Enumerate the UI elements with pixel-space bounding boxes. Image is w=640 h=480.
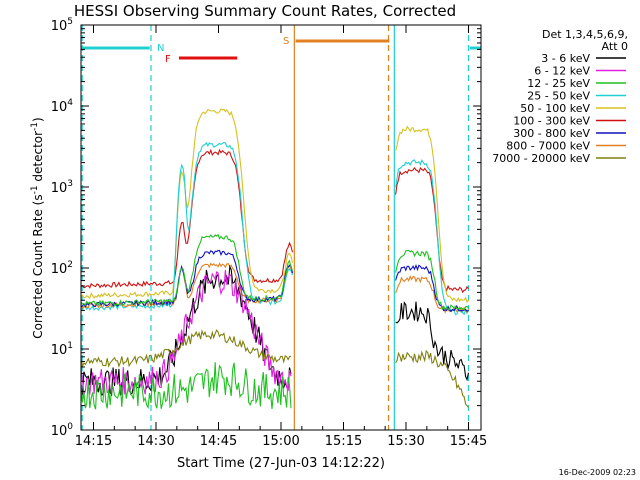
flag-label: F [165, 54, 171, 65]
series-line [80, 148, 294, 289]
legend-header-1: Det 1,3,4,5,6,9, [542, 28, 628, 41]
flag-label: S [283, 36, 289, 47]
x-tick-label: 15:30 [387, 434, 424, 449]
legend-header-2: Att 0 [602, 40, 628, 53]
y-tick-label: 101 [51, 341, 73, 358]
series-line-2 [395, 166, 469, 294]
legend-label: 7000 - 20000 keV [492, 152, 590, 165]
series-line [80, 233, 294, 307]
y-axis-label-sup2: -1 [30, 122, 40, 131]
y-tick-label: 105 [51, 17, 73, 34]
series-line-7000-b [395, 349, 469, 408]
series-line [80, 249, 294, 308]
y-axis-label-end: ) [31, 117, 45, 122]
legend-label: 300 - 800 keV [513, 127, 590, 140]
y-axis-label: Corrected Count Rate (s-1 detector-1) [30, 117, 45, 338]
y-tick-label: 103 [51, 179, 73, 196]
y-axis-label-main: Corrected Count Rate (s [31, 194, 45, 338]
series-line-2 [395, 249, 469, 312]
legend-label: 6 - 12 keV [534, 65, 590, 78]
series-line-2 [395, 263, 469, 313]
legend-label: 100 - 300 keV [513, 115, 590, 128]
legend-label: 25 - 50 keV [527, 90, 590, 103]
series-line-3-6 [80, 264, 292, 397]
legend-label: 50 - 100 keV [520, 102, 590, 115]
series-line-7000 [80, 329, 292, 368]
series-line-6-12 [80, 269, 292, 395]
y-tick-label: 102 [51, 260, 73, 277]
y-tick-label: 104 [51, 98, 74, 115]
chart-title: HESSI Observing Summary Count Rates, Cor… [74, 2, 456, 20]
series-line [80, 108, 294, 300]
series-line-3-6-b [395, 301, 470, 382]
x-axis-label: Start Time (27-Jun-03 14:12:22) [177, 456, 385, 471]
y-tick-label: 100 [51, 422, 74, 439]
x-tick-label: 15:45 [450, 434, 487, 449]
legend-label: 12 - 25 keV [527, 77, 590, 90]
timestamp: 16-Dec-2009 02:23 [559, 468, 636, 477]
x-tick-label: 14:45 [200, 434, 237, 449]
legend-label: 800 - 7000 keV [506, 140, 590, 153]
flag-label: N [157, 43, 164, 54]
series-line-2 [395, 275, 470, 314]
plot-area: NF S [80, 25, 481, 430]
y-axis: 100 101 102 103 104 105 [51, 17, 481, 439]
series-line-2 [395, 125, 469, 304]
x-tick-label: 14:30 [137, 434, 174, 449]
x-tick-label: 14:15 [75, 434, 112, 449]
x-tick-label: 15:00 [262, 434, 299, 449]
series-line-2 [395, 159, 469, 316]
y-axis-label-mid: detector [31, 131, 45, 186]
y-axis-label-sup: -1 [30, 185, 40, 194]
legend-label: 3 - 6 keV [541, 52, 590, 65]
x-tick-label: 15:15 [325, 434, 362, 449]
x-axis: 14:15 14:30 14:45 15:00 15:15 15:30 15:45 [75, 25, 487, 449]
series-line-green-low [80, 362, 292, 410]
